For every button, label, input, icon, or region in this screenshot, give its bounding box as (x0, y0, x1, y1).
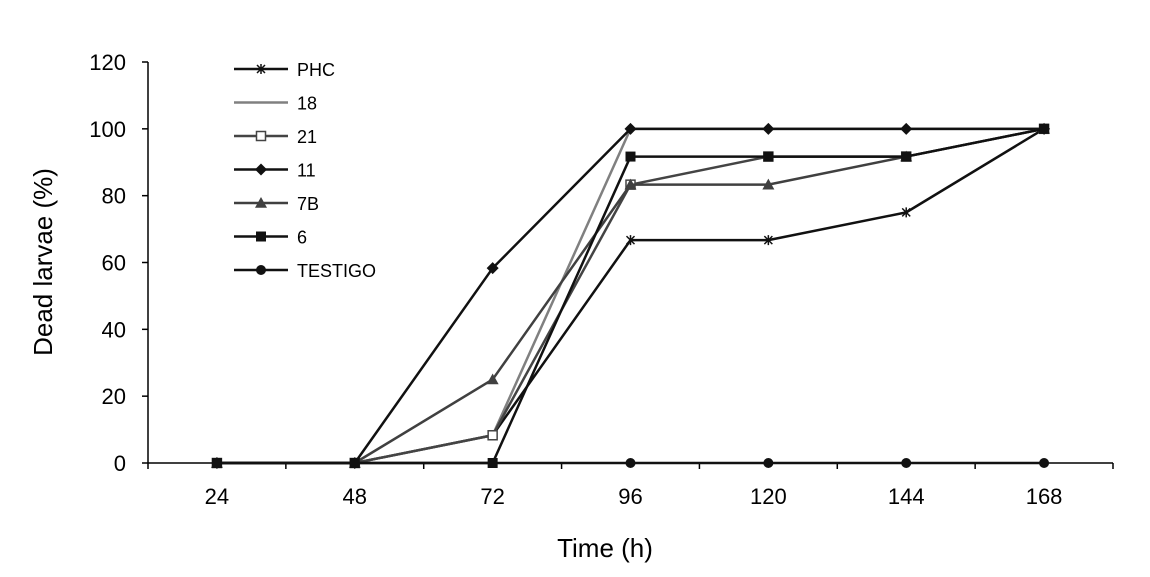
series-11 (210, 122, 1051, 469)
legend-entry: 21 (234, 127, 317, 147)
data-point (762, 178, 775, 190)
x-tick-label: 168 (1026, 484, 1063, 509)
legend-marker (256, 64, 266, 74)
x-tick-label: 120 (750, 484, 787, 509)
data-point (1039, 458, 1050, 468)
data-point (763, 235, 773, 246)
data-point (625, 151, 636, 162)
legend-marker (256, 265, 266, 275)
y-tick-label: 40 (102, 317, 126, 342)
data-point (487, 430, 498, 441)
series-6 (211, 123, 1050, 468)
legend-label: 11 (297, 161, 316, 181)
data-point (487, 458, 498, 468)
legend-entry: PHC (234, 60, 335, 80)
legend-marker (255, 130, 267, 142)
x-tick-label: 48 (343, 484, 367, 509)
series-testigo (211, 458, 1050, 468)
y-tick-label: 100 (89, 117, 126, 142)
data-point (624, 122, 637, 135)
legend-entry: 18 (234, 94, 317, 114)
data-point (486, 262, 499, 275)
y-tick-label: 0 (114, 451, 126, 476)
legend-marker (255, 163, 267, 176)
y-tick-label: 80 (102, 184, 126, 209)
legend-marker (256, 231, 266, 242)
data-point (349, 458, 360, 468)
x-axis-title: Time (h) (557, 533, 653, 563)
data-point (762, 122, 775, 135)
data-point (486, 373, 499, 385)
y-tick-label: 60 (102, 251, 126, 276)
legend-label: 18 (297, 94, 317, 114)
legend-label: 21 (297, 127, 317, 147)
legend-entry: 7B (234, 194, 319, 214)
series-7b (210, 122, 1051, 468)
legend-label: TESTIGO (297, 261, 376, 281)
x-tick-label: 96 (618, 484, 642, 509)
data-point (901, 458, 912, 468)
data-point (900, 122, 913, 135)
legend-label: 7B (297, 194, 319, 214)
x-tick-label: 144 (888, 484, 925, 509)
data-point (624, 178, 637, 190)
y-tick-label: 120 (89, 50, 126, 75)
x-tick-label: 72 (480, 484, 504, 509)
legend: PHC 18 21 11 7B 6 TESTIGO (234, 60, 376, 281)
y-axis-title: Dead larvae (%) (28, 168, 58, 356)
y-tick-label: 20 (102, 384, 126, 409)
legend-entry: TESTIGO (234, 261, 376, 281)
series-21 (211, 123, 1050, 469)
data-point (901, 151, 912, 162)
legend-marker (255, 197, 267, 208)
legend-entry: 11 (234, 161, 316, 181)
legend-entry: 6 (234, 228, 307, 248)
series-phc (212, 123, 1049, 468)
data-point (625, 458, 636, 468)
data-point (625, 235, 636, 246)
legend-label: 6 (297, 228, 307, 248)
legend-label: PHC (297, 60, 335, 80)
data-point (763, 151, 774, 162)
data-point (1039, 123, 1050, 134)
data-point (901, 207, 911, 218)
data-point (763, 458, 774, 468)
series-layer (210, 122, 1051, 469)
data-point (211, 458, 222, 468)
x-tick-label: 24 (205, 484, 229, 509)
axes: 0 20 40 60 80 100 120 24 48 72 96 120 144 168 (89, 50, 1114, 509)
